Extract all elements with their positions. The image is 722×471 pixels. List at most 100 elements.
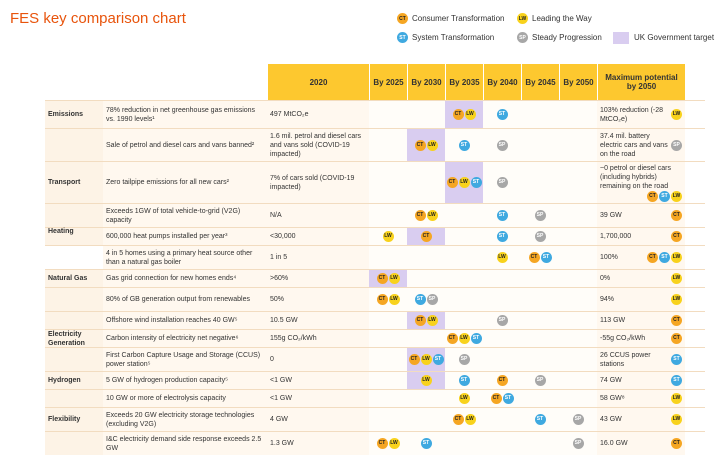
ct-badge-icon: CT	[446, 333, 458, 344]
section-heating: Heating	[48, 227, 74, 235]
ct-badge-icon: CT	[420, 231, 432, 242]
legend-ct: Consumer Transformation	[412, 14, 505, 23]
sp-badge-icon: SP	[572, 438, 584, 449]
legend: CT Consumer Transformation LW Leading the …	[397, 9, 717, 47]
sp-badge-icon: SP	[496, 139, 508, 151]
lw-badge-icon: LW	[458, 393, 470, 404]
sp-badge-icon: SP	[496, 315, 508, 326]
lw-badge-icon: LW	[464, 109, 476, 120]
table-header: 2020 By 2025 By 2030 By 2035 By 2040 By …	[45, 64, 705, 100]
ct-badge-icon: CT	[408, 354, 420, 365]
lw-badge-icon: LW	[458, 333, 470, 344]
lw-badge-icon: LW	[671, 294, 682, 305]
legend-st: System Transformation	[412, 33, 495, 42]
section-natural-gas: Natural Gas	[45, 270, 103, 287]
table-row: First Carbon Capture Usage and Storage (…	[45, 347, 705, 371]
sp-badge-icon: SP	[426, 294, 438, 305]
st-badge-icon: ST	[671, 354, 682, 365]
ct-badge-icon: CT	[647, 190, 658, 202]
sp-badge-icon: SP	[458, 354, 470, 365]
table-row: Exceeds 1GW of total vehicle-to-grid (V2…	[45, 203, 705, 227]
ct-badge-icon: CT	[671, 333, 682, 344]
col-2045: By 2045	[521, 64, 559, 100]
sp-badge-icon: SP	[534, 375, 546, 386]
lw-badge-icon: LW	[382, 231, 394, 242]
table-row: Heating 4 in 5 homes using a primary hea…	[45, 228, 705, 269]
st-badge-icon: ST	[659, 252, 670, 263]
ct-badge-icon: CT	[490, 393, 502, 404]
table-row: 600,000 heat pumps installed per year³ <…	[45, 227, 705, 245]
ct-badge-icon: CT	[671, 231, 682, 242]
lw-badge-icon: LW	[388, 438, 400, 449]
lw-badge-icon: LW	[671, 414, 682, 425]
lw-badge-icon: LW	[426, 139, 438, 151]
st-badge-icon: ST	[458, 375, 470, 386]
st-badge-icon: ST	[659, 190, 670, 202]
st-badge-icon: ST	[496, 210, 508, 221]
table-row: Electricity Generation Carbon intensity …	[45, 329, 705, 347]
legend-lw: Leading the Way	[532, 14, 592, 23]
section-flexibility: Flexibility	[45, 408, 103, 431]
table-row: Natural Gas Gas grid connection for new …	[45, 269, 705, 287]
ct-badge-icon: CT	[452, 109, 464, 120]
section-electricity-generation: Electricity Generation	[45, 330, 103, 347]
lw-badge-icon: LW	[671, 190, 682, 202]
st-badge-icon: ST	[496, 109, 508, 120]
lw-badge-icon: LW	[420, 354, 432, 365]
table-row: 80% of GB generation output from renewab…	[45, 287, 705, 311]
ct-badge-icon: CT	[452, 414, 464, 425]
section-hydrogen: Hydrogen	[45, 372, 103, 389]
st-badge-icon: ST	[470, 333, 482, 344]
ct-badge-icon: CT	[671, 438, 682, 449]
ct-badge-icon: CT	[376, 294, 388, 305]
page-title: FES key comparison chart	[10, 10, 186, 27]
table-row: Offshore wind installation reaches 40 GW…	[45, 311, 705, 329]
col-2035: By 2035	[445, 64, 483, 100]
st-badge-icon: ST	[414, 294, 426, 305]
st-badge-icon: ST	[458, 139, 470, 151]
lw-badge-icon: LW	[426, 315, 438, 326]
ct-badge-icon: CT	[414, 210, 426, 221]
sp-badge-icon: SP	[534, 231, 546, 242]
ct-badge-icon: CT	[446, 177, 458, 188]
table-row: Transport Zero tailpipe emissions for al…	[45, 161, 705, 203]
ct-badge-icon: CT	[376, 273, 388, 284]
col-max: Maximum potential by 2050	[597, 64, 685, 100]
table-row: Sale of petrol and diesel cars and vans …	[45, 128, 705, 161]
ct-badge-icon: CT	[397, 13, 408, 24]
lw-badge-icon: LW	[426, 210, 438, 221]
ct-badge-icon: CT	[496, 375, 508, 386]
sp-badge-icon: SP	[496, 177, 508, 188]
table-row: I&C electricity demand side response exc…	[45, 431, 705, 455]
lw-badge-icon: LW	[496, 252, 508, 263]
col-2030: By 2030	[407, 64, 445, 100]
col-2050: By 2050	[559, 64, 597, 100]
col-2020: 2020	[267, 64, 369, 100]
sp-badge-icon: SP	[671, 139, 682, 151]
legend-sp: Steady Progression	[532, 33, 602, 42]
lw-badge-icon: LW	[671, 252, 682, 263]
col-2040: By 2040	[483, 64, 521, 100]
table-row: 10 GW or more of electrolysis capacity <…	[45, 389, 705, 407]
st-badge-icon: ST	[397, 32, 408, 43]
st-badge-icon: ST	[470, 177, 482, 188]
ct-badge-icon: CT	[671, 315, 682, 326]
section-emissions: Emissions	[45, 101, 103, 128]
legend-gov: UK Government target	[634, 33, 715, 42]
st-badge-icon: ST	[502, 393, 514, 404]
comparison-table: 2020 By 2025 By 2030 By 2035 By 2040 By …	[45, 64, 705, 455]
ct-badge-icon: CT	[647, 252, 658, 263]
lw-badge-icon: LW	[458, 177, 470, 188]
ct-badge-icon: CT	[528, 252, 540, 263]
table-row: Flexibility Exceeds 20 GW electricity st…	[45, 407, 705, 431]
lw-badge-icon: LW	[464, 414, 476, 425]
lw-badge-icon: LW	[517, 13, 528, 24]
sp-badge-icon: SP	[534, 210, 546, 221]
col-2025: By 2025	[369, 64, 407, 100]
table-row: Hydrogen 5 GW of hydrogen production cap…	[45, 371, 705, 389]
lw-badge-icon: LW	[388, 273, 400, 284]
ct-badge-icon: CT	[671, 210, 682, 221]
ct-badge-icon: CT	[414, 139, 426, 151]
st-badge-icon: ST	[420, 438, 432, 449]
lw-badge-icon: LW	[388, 294, 400, 305]
